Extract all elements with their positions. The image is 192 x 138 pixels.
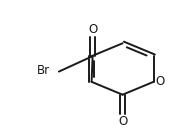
Text: Br: Br — [37, 64, 50, 77]
Text: O: O — [155, 75, 165, 88]
Text: O: O — [88, 23, 97, 36]
Text: O: O — [118, 115, 127, 128]
